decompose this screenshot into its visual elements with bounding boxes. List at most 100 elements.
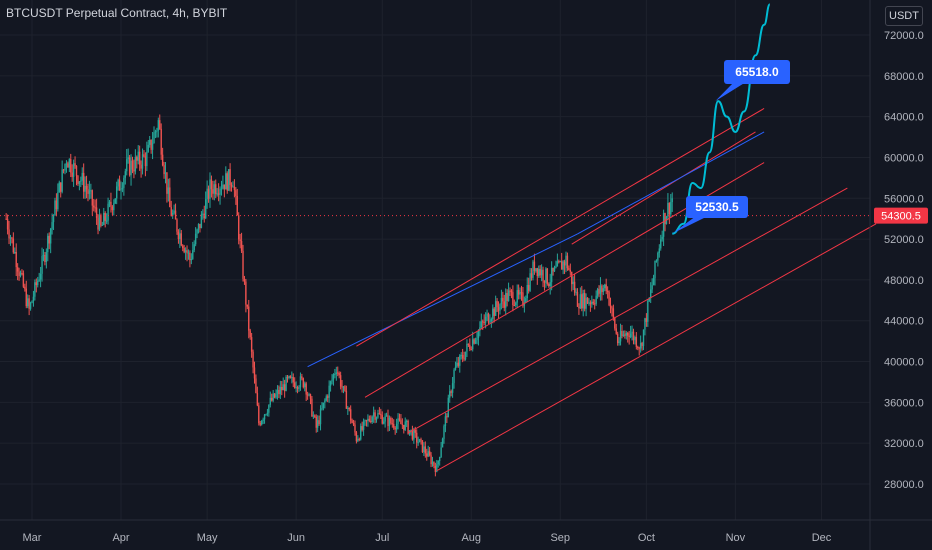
candle-body bbox=[186, 250, 188, 253]
candle-body bbox=[428, 451, 431, 456]
candle-body bbox=[174, 210, 177, 220]
candle-body bbox=[147, 144, 149, 152]
candle-body bbox=[401, 424, 404, 426]
candle-body bbox=[154, 131, 157, 133]
candle-body bbox=[476, 338, 478, 341]
candle-body bbox=[87, 188, 89, 194]
candle-body bbox=[328, 385, 330, 398]
candle-body bbox=[648, 297, 650, 301]
candle-body bbox=[197, 223, 200, 230]
candle-body bbox=[265, 414, 267, 416]
candle-body bbox=[160, 128, 162, 155]
candle-body bbox=[124, 171, 127, 178]
candle-body bbox=[206, 188, 208, 200]
candle-body bbox=[58, 182, 60, 193]
candle-body bbox=[482, 321, 484, 323]
candle-body bbox=[153, 132, 155, 144]
candle-body bbox=[138, 151, 141, 165]
x-tick-label: May bbox=[197, 532, 218, 544]
candle-body bbox=[219, 188, 221, 195]
candle-body bbox=[667, 202, 669, 217]
candle-body bbox=[625, 333, 627, 336]
candle-body bbox=[29, 302, 32, 309]
candle-body bbox=[170, 207, 172, 216]
candle-body bbox=[215, 184, 217, 195]
candle-body bbox=[393, 423, 395, 428]
candle-body bbox=[454, 366, 457, 370]
candle-body bbox=[357, 438, 359, 442]
x-tick-label: Dec bbox=[812, 532, 832, 544]
candle-body bbox=[463, 358, 465, 360]
candle-body bbox=[193, 244, 195, 251]
candle-body bbox=[61, 169, 63, 192]
candle-body bbox=[352, 422, 355, 425]
candle-body bbox=[289, 376, 292, 378]
candle-body bbox=[507, 290, 510, 301]
candle-body bbox=[374, 412, 376, 420]
candle-body bbox=[71, 172, 73, 177]
candle-body bbox=[581, 294, 583, 309]
candle-body bbox=[176, 219, 178, 232]
candle-body bbox=[398, 418, 401, 421]
candle-body bbox=[457, 362, 460, 366]
candle-body bbox=[430, 455, 432, 465]
candle-body bbox=[276, 389, 279, 394]
candle-body bbox=[141, 154, 144, 169]
candle-body bbox=[397, 418, 399, 424]
candle-body bbox=[411, 429, 414, 440]
candle-body bbox=[334, 374, 336, 376]
candle-body bbox=[253, 367, 256, 379]
candle-body bbox=[35, 282, 38, 286]
candle-body bbox=[266, 412, 269, 415]
candle-body bbox=[131, 160, 134, 170]
candle-body bbox=[480, 321, 483, 328]
candle-body bbox=[25, 288, 27, 307]
candle-body bbox=[647, 300, 649, 322]
candle-body bbox=[302, 378, 305, 388]
y-tick-label: 68000.0 bbox=[884, 71, 924, 83]
candle-body bbox=[187, 252, 190, 254]
candle-body bbox=[240, 241, 243, 251]
candle-body bbox=[418, 439, 421, 443]
candle-body bbox=[192, 250, 194, 259]
candle-body bbox=[325, 396, 327, 401]
candle-body bbox=[233, 186, 236, 191]
candle-body bbox=[345, 390, 348, 409]
candle-body bbox=[68, 159, 71, 168]
candle-body bbox=[338, 373, 340, 376]
candle-body bbox=[390, 417, 392, 424]
candle-body bbox=[315, 416, 317, 428]
candle-body bbox=[466, 343, 468, 352]
candle-body bbox=[449, 391, 451, 398]
candle-body bbox=[437, 460, 439, 465]
y-tick-label: 40000.0 bbox=[884, 357, 924, 369]
candle-body bbox=[540, 269, 543, 276]
candle-body bbox=[519, 292, 521, 295]
candle-body bbox=[204, 199, 207, 219]
candle-body bbox=[144, 156, 147, 167]
candle-body bbox=[220, 188, 223, 190]
candle-body bbox=[62, 169, 65, 171]
candle-body bbox=[225, 173, 227, 190]
candle-body bbox=[440, 447, 442, 458]
candle-body bbox=[635, 337, 638, 347]
currency-unit-button[interactable]: USDT bbox=[885, 6, 923, 26]
candle-body bbox=[631, 331, 633, 334]
candle-body bbox=[505, 293, 507, 308]
candle-body bbox=[638, 347, 640, 349]
candle-body bbox=[443, 426, 445, 439]
candle-body bbox=[337, 372, 339, 374]
candle-body bbox=[169, 187, 171, 208]
candle-body bbox=[483, 321, 485, 323]
candle-body bbox=[95, 207, 98, 218]
candle-body bbox=[644, 318, 646, 330]
trendline-extension bbox=[577, 131, 765, 235]
channel-line bbox=[356, 108, 765, 347]
candle-body bbox=[594, 303, 596, 305]
candle-body bbox=[527, 285, 530, 291]
candle-body bbox=[575, 291, 577, 293]
callout-box bbox=[724, 60, 790, 84]
candle-body bbox=[319, 409, 322, 425]
